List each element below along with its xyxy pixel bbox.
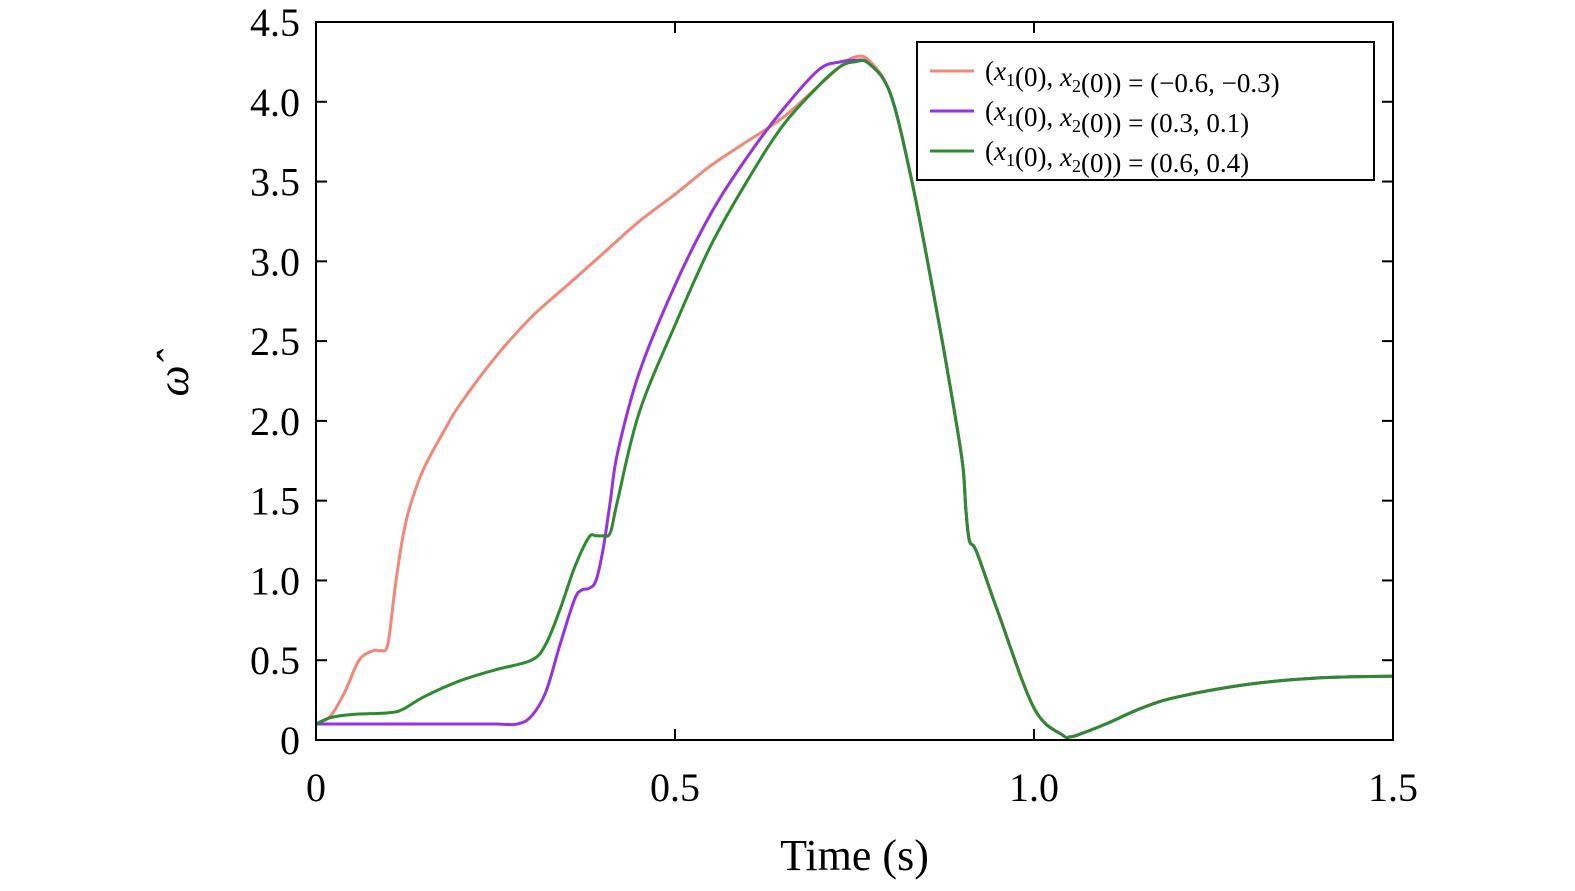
plot-frame (315, 21, 1394, 741)
legend-label: (x1(0), x2(0)) = (−0.6, −0.3) (985, 56, 1280, 98)
x-tick-labels: 0 0.5 1.0 1.5 (306, 765, 1418, 810)
x-tick-label: 1.0 (1009, 765, 1059, 810)
legend-label: (x1(0), x2(0)) = (0.6, 0.4) (985, 136, 1249, 178)
legend-items: (x1(0), x2(0)) = (−0.6, −0.3)(x1(0), x2(… (930, 56, 1280, 178)
x-axis-title: Time (s) (780, 831, 929, 880)
y-axis-title: ω̂ (149, 348, 198, 396)
y-tick-label: 1.0 (250, 558, 300, 603)
axis-ticks (315, 21, 1394, 741)
x-tick-label: 0 (306, 765, 326, 810)
y-tick-label: 2.0 (250, 399, 300, 444)
legend: (x1(0), x2(0)) = (−0.6, −0.3)(x1(0), x2(… (916, 41, 1375, 181)
y-tick-labels: 0 0.5 1.0 1.5 2.0 2.5 3.0 3.5 4.0 4.5 (250, 0, 300, 763)
y-tick-label: 2.5 (250, 319, 300, 364)
y-tick-label: 1.5 (250, 479, 300, 524)
series-line (315, 58, 1394, 740)
y-tick-label: 0.5 (250, 638, 300, 683)
x-tick-label: 1.5 (1368, 765, 1418, 810)
x-tick-label: 0.5 (650, 765, 700, 810)
plot-series (315, 54, 1394, 740)
y-tick-label: 0 (280, 718, 300, 763)
y-tick-label: 3.0 (250, 239, 300, 284)
legend-label: (x1(0), x2(0)) = (0.3, 0.1) (985, 96, 1249, 138)
y-tick-label: 3.5 (250, 160, 300, 205)
legend-box (916, 41, 1375, 181)
y-tick-label: 4.0 (250, 80, 300, 125)
y-tick-label: 4.5 (250, 0, 300, 45)
